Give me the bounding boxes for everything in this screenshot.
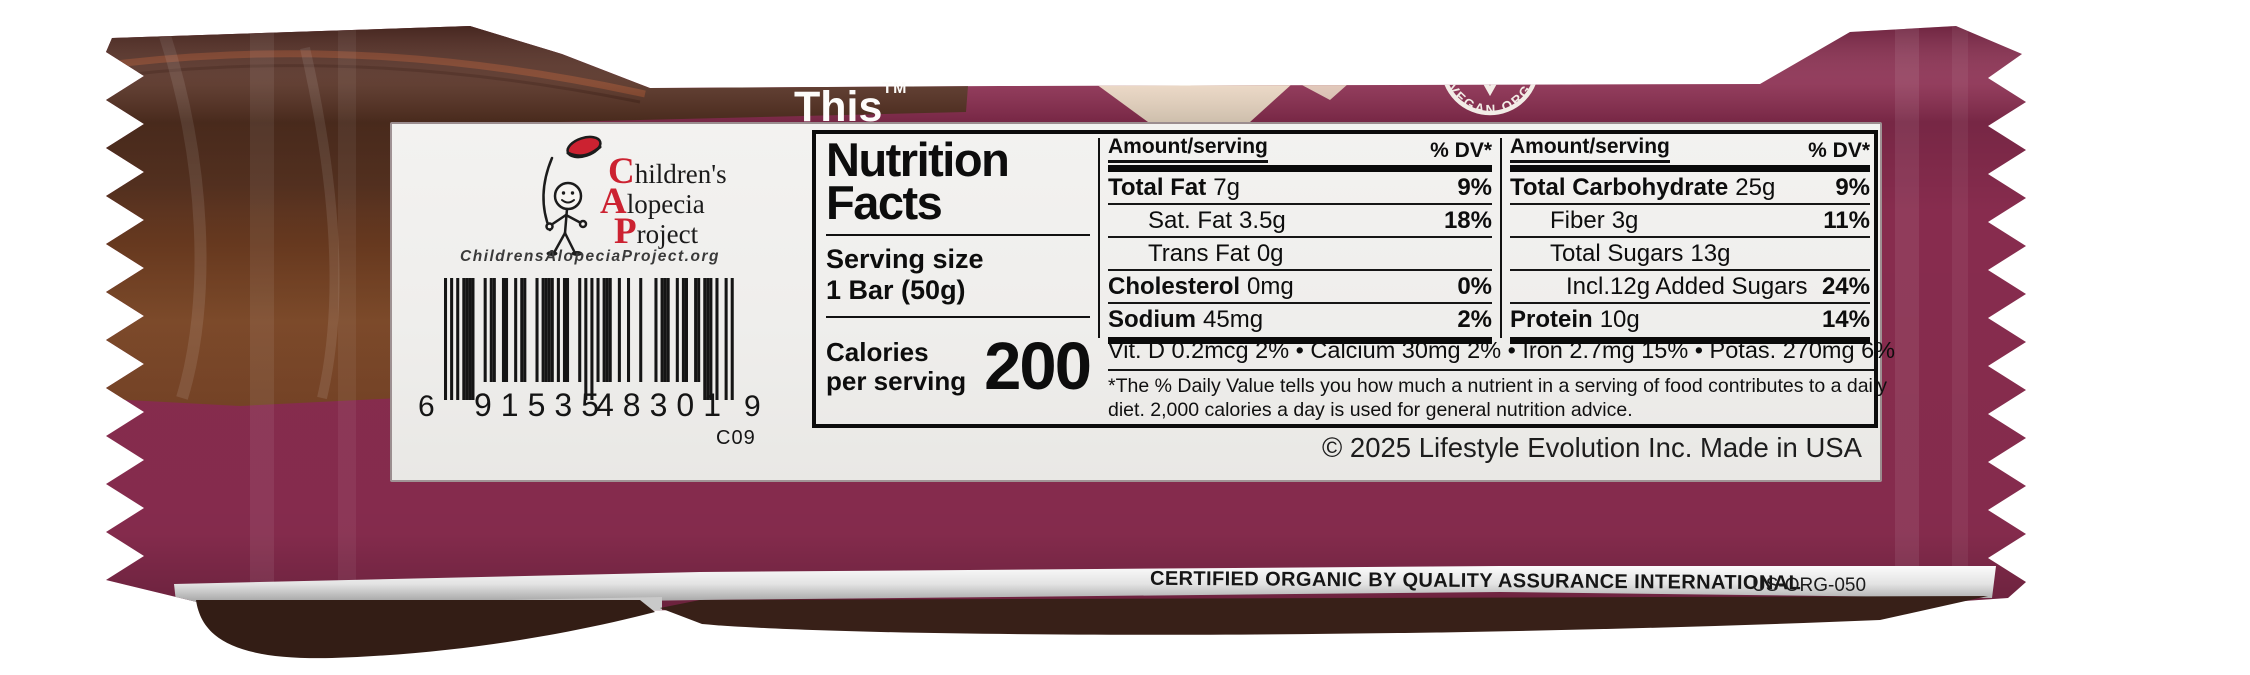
- nutrient-row: Sodium 45mg 2%: [1108, 305, 1492, 333]
- barcode-digits: 9: [744, 390, 761, 423]
- column-header: Amount/serving % DV*: [1108, 135, 1492, 163]
- dv-footnote: *The % Daily Value tells you how much a …: [1108, 375, 1887, 421]
- cap-logo-words: Children's Alopecia Project: [600, 151, 790, 252]
- cap-logo-figure: [542, 135, 602, 256]
- nutrient-row: Fiber 3g 11%: [1510, 205, 1870, 238]
- copyright-line: © 2025 Lifestyle Evolution Inc. Made in …: [1322, 432, 1862, 463]
- micronutrients-line: Vit. D 0.2mcg 2% • Calcium 30mg 2% • Iro…: [1108, 337, 1895, 371]
- cap-logo: Children's Alopecia Project: [440, 130, 770, 256]
- cap-logo-word: Children's: [608, 151, 727, 192]
- column-header: Amount/serving % DV*: [1510, 135, 1870, 163]
- silver-seam-graphic: [174, 566, 1996, 606]
- label-panel: Children's Alopecia Project ChildrensAlope…: [390, 122, 1895, 482]
- charity-website: ChildrensAlopeciaProject.org: [460, 248, 720, 265]
- nutrition-facts-title: Nutrition Facts: [826, 133, 1010, 229]
- cap-logo-word: Alopecia: [600, 181, 705, 222]
- nutrient-row: Trans Fat 0g: [1108, 238, 1492, 271]
- calories: Calories per serving 200: [826, 329, 1092, 404]
- nutrients-column-right: Amount/serving % DV* Total Carbohydrate 2…: [1510, 135, 1870, 344]
- barcode-digits: C09: [716, 427, 756, 449]
- thick-rule: [1108, 165, 1492, 172]
- red-cap-icon: [566, 135, 602, 159]
- nutrient-row: Total Fat 7g 9%: [1108, 172, 1492, 205]
- organic-code: US-ORG-050: [1752, 575, 1867, 596]
- column-divider: [1500, 138, 1502, 338]
- certification-text: CERTIFIED ORGANIC BY QUALITY ASSURANCE I…: [1149, 567, 1802, 595]
- nutrient-row: Incl.12g Added Sugars 24%: [1510, 271, 1870, 304]
- trademark-symbol: TM: [882, 80, 908, 97]
- thick-rule: [1510, 337, 1870, 344]
- thick-rule: [1108, 337, 1492, 344]
- calories-value: 200: [984, 329, 1092, 404]
- nutrition-facts-summary: Nutrition Facts Serving size 1 Bar (50g)…: [826, 133, 1092, 405]
- nutrient-row: Protein 10g 14%: [1510, 305, 1870, 333]
- divider: [826, 234, 1090, 236]
- nutrient-row: Total Carbohydrate 25g 9%: [1510, 172, 1870, 205]
- nutrient-row: Total Sugars 13g: [1510, 238, 1870, 271]
- nutrient-row: Cholesterol 0mg 0%: [1108, 271, 1492, 304]
- nutrients-column-left: Amount/serving % DV* Total Fat 7g 9% Sat. F…: [1108, 135, 1492, 344]
- bar-shadow-graphic: [196, 600, 655, 659]
- column-divider: [1098, 138, 1100, 338]
- vegan-badge: VEGAN.ORG: [1440, 26, 1540, 117]
- barcode-digits: 91535: [474, 387, 608, 423]
- nutrient-row: Sat. Fat 3.5g 18%: [1108, 205, 1492, 238]
- divider: [826, 316, 1090, 318]
- serving-size: Serving size 1 Bar (50g): [826, 244, 984, 305]
- thick-rule: [1510, 165, 1870, 172]
- nutrition-facts-panel: Nutrition Facts Serving size 1 Bar (50g)…: [812, 130, 1895, 428]
- cap-logo-word: Project: [614, 211, 699, 252]
- barcode-digits: 6: [418, 390, 435, 423]
- barcode-digits: 48301: [596, 387, 730, 423]
